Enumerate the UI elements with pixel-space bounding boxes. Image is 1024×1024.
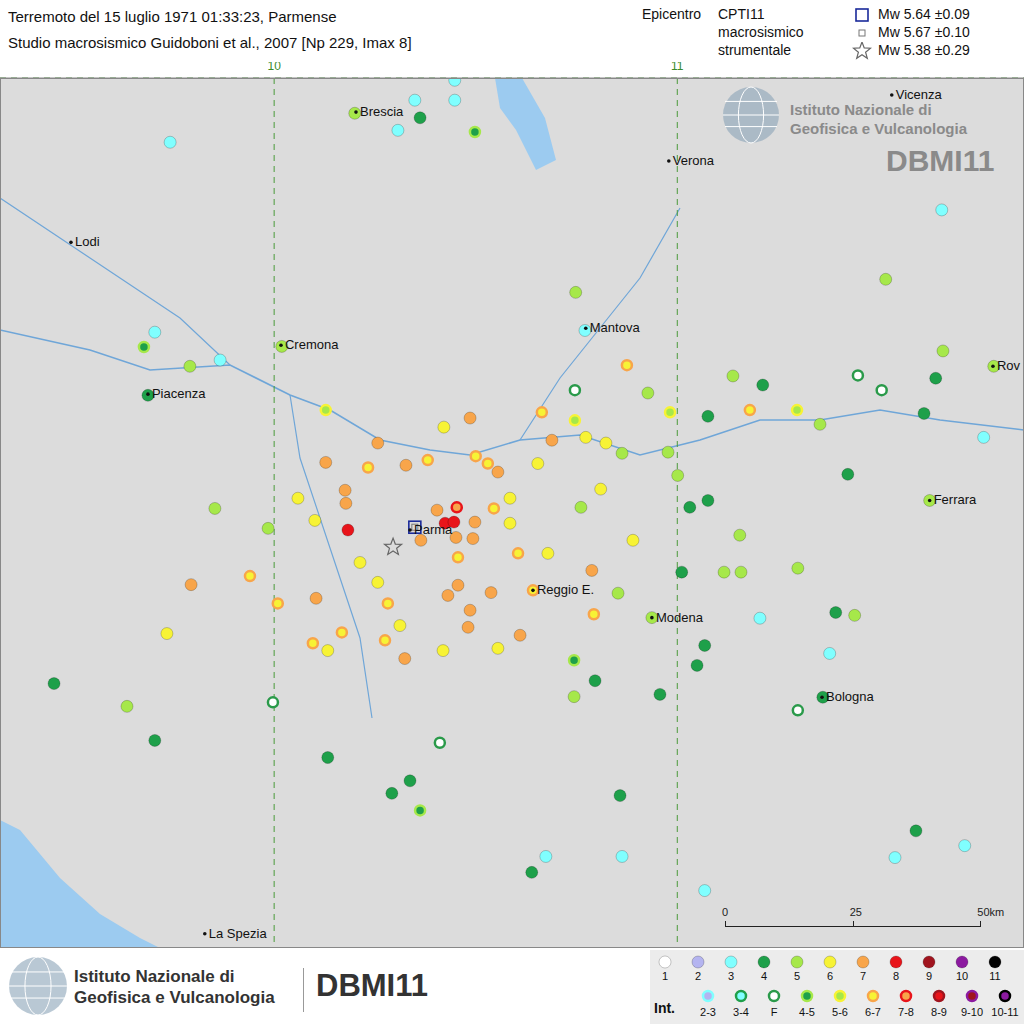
svg-text:Mantova: Mantova [590, 320, 641, 335]
html-text:Terremoto del 15 luglio 1971 0: Terremoto del 15 luglio 1971 01:33:23, P… [8, 8, 337, 25]
html-text:4: 4 [760, 970, 768, 982]
svg-text:Parma: Parma [414, 522, 453, 537]
svg-text:Rov: Rov [997, 358, 1016, 373]
svg-text:La Spezia: La Spezia [209, 926, 268, 941]
html-text:Mw 5.38 ±0.29: Mw 5.38 ±0.29 [878, 42, 970, 58]
html-text:25: 25 [849, 906, 862, 918]
svg-text:Reggio E.: Reggio E. [537, 582, 594, 597]
svg-text:Verona: Verona [673, 153, 715, 168]
svg-text:Bologna: Bologna [826, 689, 874, 704]
html-text:4-5: 4-5 [799, 1006, 815, 1018]
html-text:9: 9 [925, 970, 933, 982]
html-text:DBMI11: DBMI11 [886, 144, 995, 177]
html-text:Studio macrosismico Guidoboni: Studio macrosismico Guidoboni et al., 20… [8, 34, 412, 51]
html-text:6-7: 6-7 [865, 1006, 881, 1018]
html-text:7-8: 7-8 [898, 1006, 914, 1018]
svg-text:Modena: Modena [656, 610, 704, 625]
html-text:macrosismico: macrosismico [718, 24, 804, 40]
html-text:5-6: 5-6 [832, 1006, 848, 1018]
html-text:Mw 5.64 ±0.09: Mw 5.64 ±0.09 [878, 6, 970, 22]
svg-text:10: 10 [267, 62, 281, 73]
svg-text:Vicenza: Vicenza [896, 87, 943, 102]
svg-text:Piacenza: Piacenza [152, 386, 206, 401]
html-text:3: 3 [727, 970, 735, 982]
html-text:50km: 50km [977, 906, 1005, 918]
html-text:CPTI11: CPTI11 [718, 6, 765, 22]
html-text:Int.: Int. [654, 1000, 675, 1016]
html-text:0: 0 [722, 906, 729, 918]
html-text:10-11: 10-11 [991, 1006, 1019, 1018]
svg-text:Cremona: Cremona [285, 337, 339, 352]
html-text:2-3: 2-3 [700, 1006, 716, 1018]
html-text:10: 10 [955, 970, 969, 982]
html-text:3-4: 3-4 [733, 1006, 749, 1018]
html-text:Mw 5.67 ±0.10: Mw 5.67 ±0.10 [878, 24, 970, 40]
html-text:Geofisica e Vulcanologia: Geofisica e Vulcanologia [790, 120, 967, 137]
html-text:9-10: 9-10 [961, 1006, 983, 1018]
html-text:5: 5 [793, 970, 801, 982]
html-text:1: 1 [661, 970, 669, 982]
svg-text:Brescia: Brescia [360, 104, 404, 119]
svg-text:11: 11 [671, 62, 684, 73]
html-text:strumentale: strumentale [718, 42, 792, 58]
html-text:Epicentro: Epicentro [642, 6, 702, 22]
html-text:F: F [770, 1006, 778, 1018]
svg-text:Lodi: Lodi [75, 234, 100, 249]
html-text:6: 6 [826, 970, 834, 982]
html-text:8-9: 8-9 [931, 1006, 947, 1018]
html-text:Istituto Nazionale di: Istituto Nazionale di [74, 967, 235, 986]
html-text:Istituto Nazionale di: Istituto Nazionale di [790, 101, 932, 118]
html-text:7: 7 [859, 970, 867, 982]
html-text:8: 8 [892, 970, 900, 982]
html-text:2: 2 [694, 970, 702, 982]
html-text:DBMI11: DBMI11 [316, 968, 428, 1003]
html-text:Geofisica e Vulcanologia: Geofisica e Vulcanologia [74, 988, 275, 1007]
html-text:11: 11 [989, 970, 1001, 982]
svg-text:Ferrara: Ferrara [934, 492, 977, 507]
